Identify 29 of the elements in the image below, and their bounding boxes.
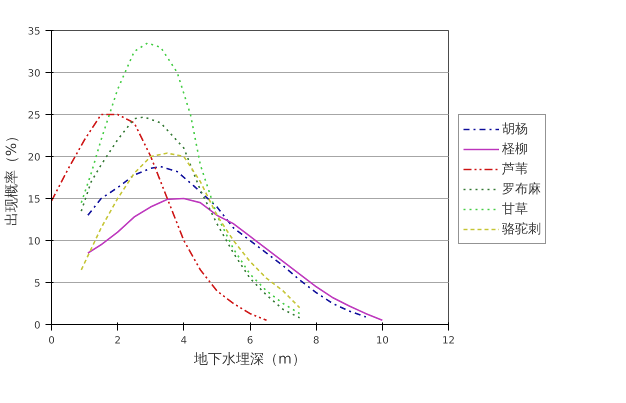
legend-label: 罗布麻 — [502, 181, 541, 198]
legend-label: 骆驼刺 — [502, 221, 541, 238]
y-tick-label: 0 — [34, 320, 41, 332]
x-tick-label: 12 — [442, 336, 455, 346]
y-tick-label: 5 — [34, 278, 41, 290]
legend-label: 柽柳 — [502, 141, 528, 158]
line-series — [80, 152, 300, 308]
x-tick-label: 10 — [376, 336, 389, 346]
x-tick-label: 2 — [114, 336, 121, 346]
line-series — [52, 114, 268, 322]
legend-label: 甘草 — [502, 201, 528, 218]
y-tick-label: 35 — [28, 26, 41, 38]
y-tick-label: 25 — [28, 110, 41, 122]
y-tick-label: 30 — [28, 68, 41, 80]
line-series — [87, 166, 367, 318]
x-tick-label: 6 — [246, 336, 254, 346]
line-series — [87, 198, 384, 322]
legend-label: 胡杨 — [502, 121, 528, 138]
y-tick-label: 15 — [28, 194, 41, 206]
x-tick-label: 8 — [312, 336, 320, 346]
legend-label: 芦苇 — [502, 161, 528, 178]
y-tick-label: 10 — [28, 236, 41, 248]
x-tick-label: 0 — [48, 336, 55, 346]
y-tick-label: 20 — [28, 152, 41, 164]
y-axis-title: 出现概率（%） — [4, 128, 20, 226]
line-series — [80, 42, 300, 314]
x-axis-title: 地下水埋深（m） — [193, 352, 306, 368]
line-series — [80, 116, 300, 319]
x-tick-label: 4 — [180, 336, 188, 346]
